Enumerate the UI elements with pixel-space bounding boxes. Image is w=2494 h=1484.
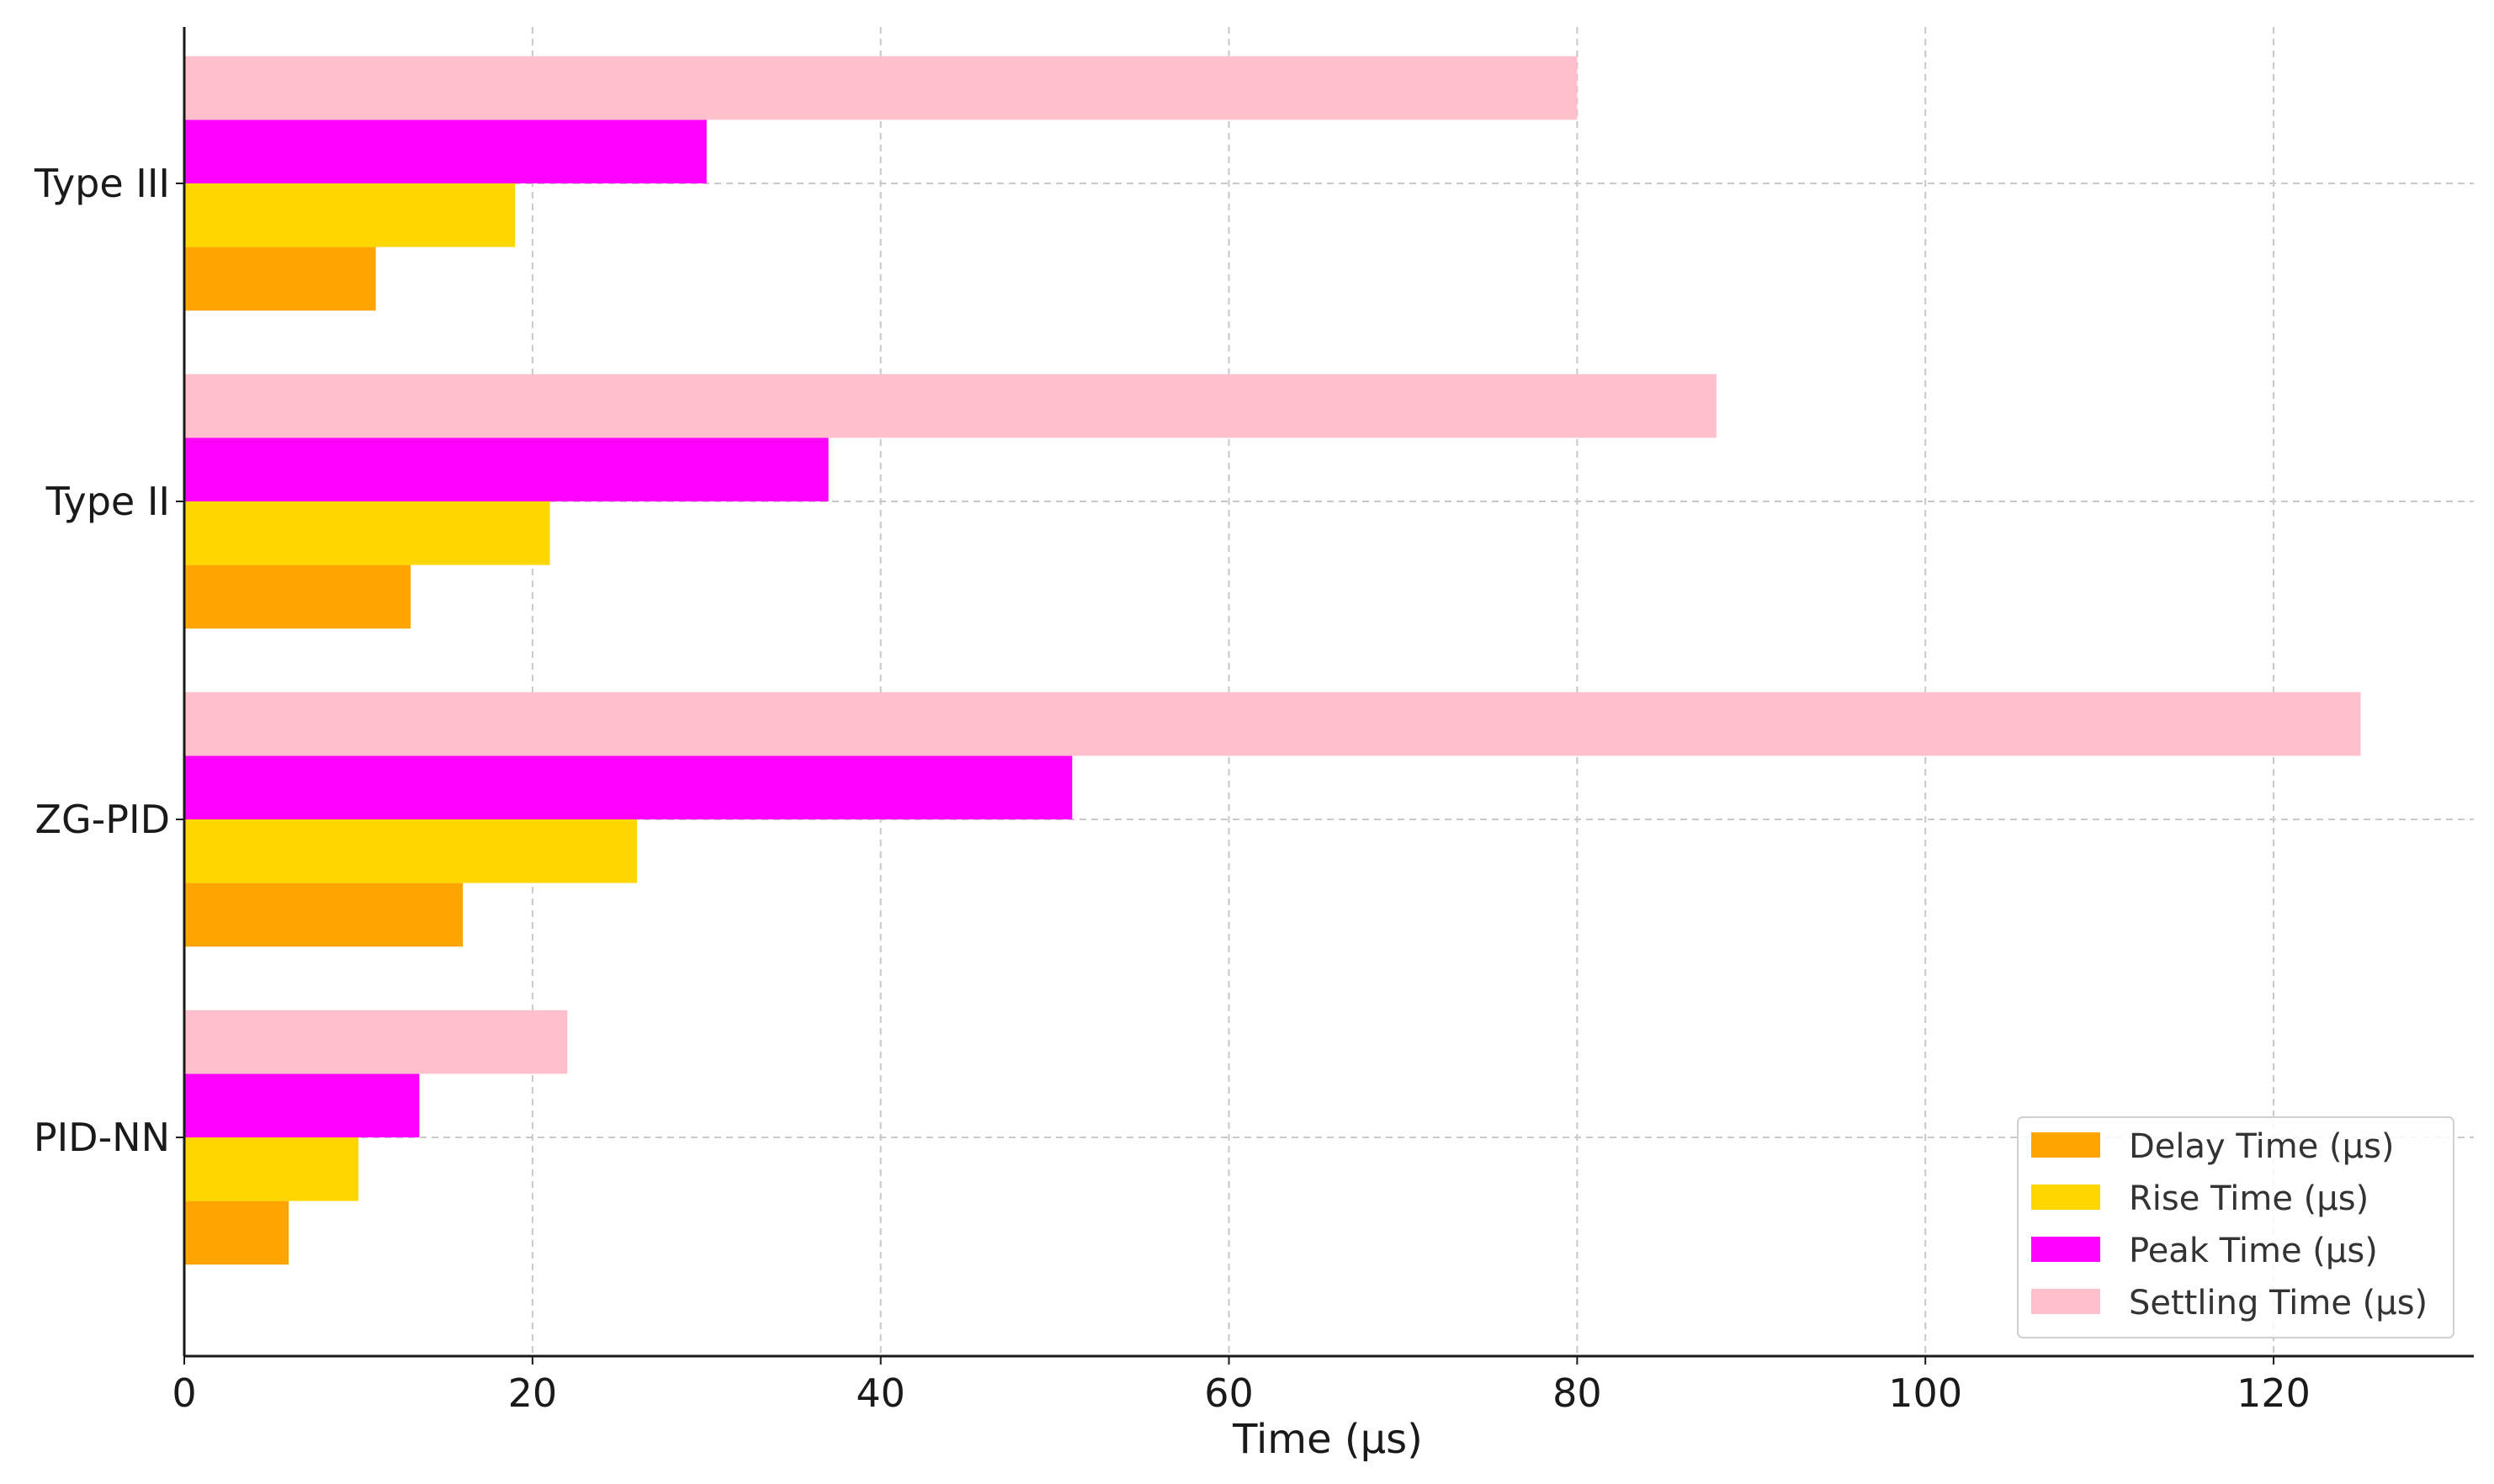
bar xyxy=(184,183,516,247)
bar xyxy=(184,501,550,565)
legend-label: Settling Time (µs) xyxy=(2129,1284,2428,1322)
bar xyxy=(184,755,1073,819)
x-tick-label: 120 xyxy=(2237,1370,2311,1416)
bar xyxy=(184,1010,568,1074)
bar xyxy=(184,246,376,311)
x-tick-label: 80 xyxy=(1552,1370,1602,1416)
ticks-layer: 0 20 40 60 80 100 120 Type III Type II ZG-PID PID-… xyxy=(34,161,2311,1416)
bar xyxy=(184,564,411,629)
legend-label: Delay Time (µs) xyxy=(2129,1127,2395,1166)
axes-layer xyxy=(183,27,2474,1358)
x-tick-label: 0 xyxy=(172,1370,196,1416)
bar xyxy=(184,1200,289,1265)
bar xyxy=(184,819,637,883)
y-tick-label: ZG-PID xyxy=(35,797,170,842)
x-tick-label: 40 xyxy=(856,1370,905,1416)
x-axis-title: Time (µs) xyxy=(1232,1416,1423,1463)
bar xyxy=(184,56,1578,120)
x-tick-label: 20 xyxy=(508,1370,558,1416)
bar xyxy=(184,1137,358,1201)
legend-swatch xyxy=(2031,1185,2100,1210)
legend: Delay Time (µs) Rise Time (µs) Peak Time (… xyxy=(2017,1116,2454,1338)
y-tick-label: Type III xyxy=(34,161,170,206)
legend-label: Rise Time (µs) xyxy=(2129,1179,2369,1218)
legend-swatch xyxy=(2031,1237,2100,1262)
bars-layer xyxy=(184,56,2361,1265)
legend-box xyxy=(2017,1116,2454,1338)
y-tick-label: PID-NN xyxy=(34,1115,170,1160)
bar xyxy=(184,1073,420,1137)
bar xyxy=(184,437,829,501)
bar xyxy=(184,119,707,183)
y-tick-label: Type II xyxy=(45,479,170,524)
legend-swatch xyxy=(2031,1132,2100,1158)
legend-label: Peak Time (µs) xyxy=(2129,1232,2378,1270)
bar xyxy=(184,692,2361,756)
x-tick-label: 60 xyxy=(1204,1370,1254,1416)
bar xyxy=(184,882,464,947)
x-tick-label: 100 xyxy=(1888,1370,1962,1416)
bar xyxy=(184,374,1717,438)
legend-swatch xyxy=(2031,1289,2100,1314)
